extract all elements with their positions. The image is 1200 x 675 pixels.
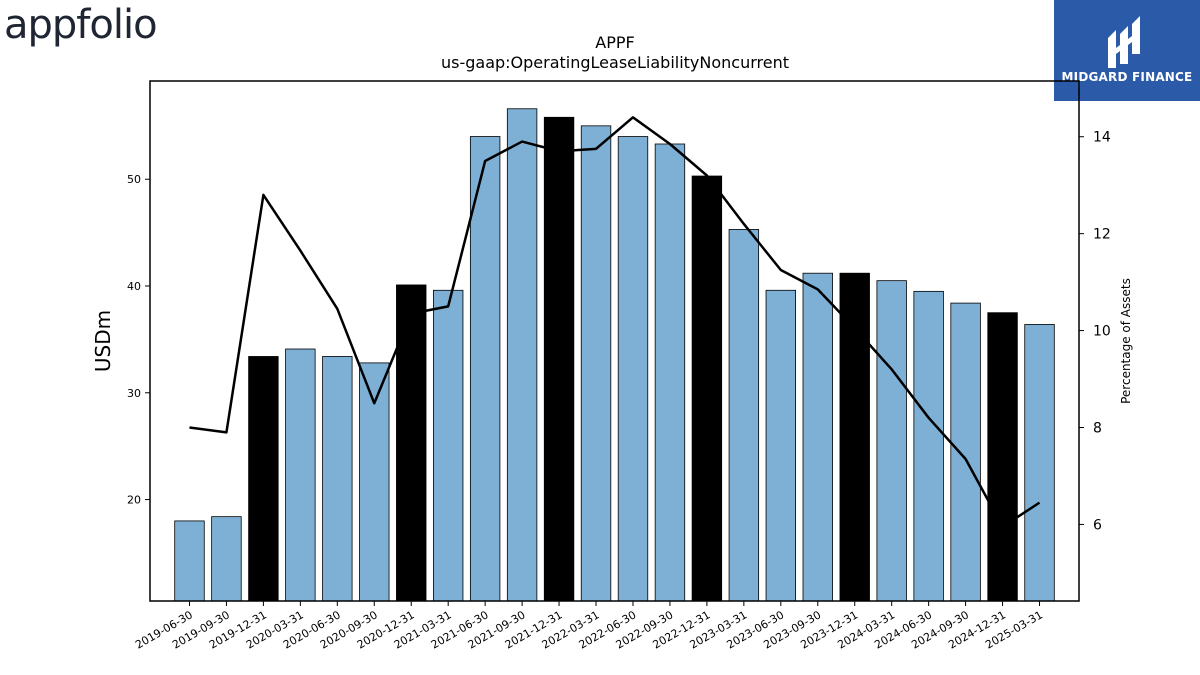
bar-2020-03-31: [285, 348, 316, 602]
bar-2024-06-30: [913, 290, 944, 602]
midgard-logo-icon: [1108, 16, 1140, 68]
bar-2023-06-30: [765, 289, 797, 602]
bar-2021-12-31: [543, 116, 575, 602]
bar-2023-03-31: [728, 229, 760, 602]
y2-axis-label: Percentage of Assets: [1119, 278, 1133, 404]
bar-2021-06-30: [469, 136, 501, 602]
plot-frame: [149, 80, 1080, 602]
bar-2023-09-30: [802, 272, 833, 602]
x-axis: 2019-06-302019-09-302019-12-312020-03-31…: [133, 601, 1045, 652]
bar-2020-09-30: [359, 362, 390, 602]
left-axis: 20 30 40 50: [127, 173, 150, 507]
bar-2020-06-30: [322, 356, 353, 602]
bar-2019-06-30: [174, 520, 205, 602]
bar-2023-12-31: [839, 272, 870, 602]
bar-2019-12-31: [248, 356, 279, 602]
bar-2022-06-30: [617, 136, 649, 602]
y2-tick-label: 12: [1093, 227, 1111, 243]
y-tick-label: 30: [127, 387, 141, 400]
bar-2024-09-30: [950, 302, 981, 602]
y2-tick-label: 6: [1093, 517, 1102, 533]
bar-2021-09-30: [506, 108, 538, 602]
bar-2022-12-31: [691, 175, 723, 602]
bar-2024-12-31: [987, 312, 1018, 602]
y-tick-label: 40: [127, 280, 141, 293]
bar-2022-09-30: [654, 143, 686, 602]
bar-2020-12-31: [396, 284, 427, 602]
y2-tick-label: 8: [1093, 421, 1102, 437]
right-axis: 6 8 10 12 14: [1079, 130, 1111, 533]
percentage-line: [189, 116, 1041, 529]
y-tick-label: 20: [127, 494, 141, 507]
y2-tick-label: 10: [1093, 324, 1111, 340]
chart-title: APPF: [595, 33, 634, 52]
company-logo: appfolio: [4, 2, 158, 48]
y2-tick-label: 14: [1093, 130, 1111, 146]
bar-2025-03-31: [1024, 324, 1055, 602]
bar-2024-03-31: [876, 280, 907, 602]
y-tick-label: 50: [127, 173, 141, 186]
y-axis-label: USDm: [91, 310, 115, 372]
bar-2022-03-31: [580, 125, 612, 602]
chart-subtitle: us-gaap:OperatingLeaseLiabilityNoncurren…: [441, 53, 789, 72]
bar-2021-03-31: [432, 289, 464, 602]
line-group: [189, 116, 1041, 529]
bar-2019-09-30: [211, 516, 242, 602]
brand-badge: MIDGARD FINANCE: [1054, 0, 1200, 101]
bar-group: [174, 108, 1055, 602]
brand-name: MIDGARD FINANCE: [1061, 70, 1193, 84]
